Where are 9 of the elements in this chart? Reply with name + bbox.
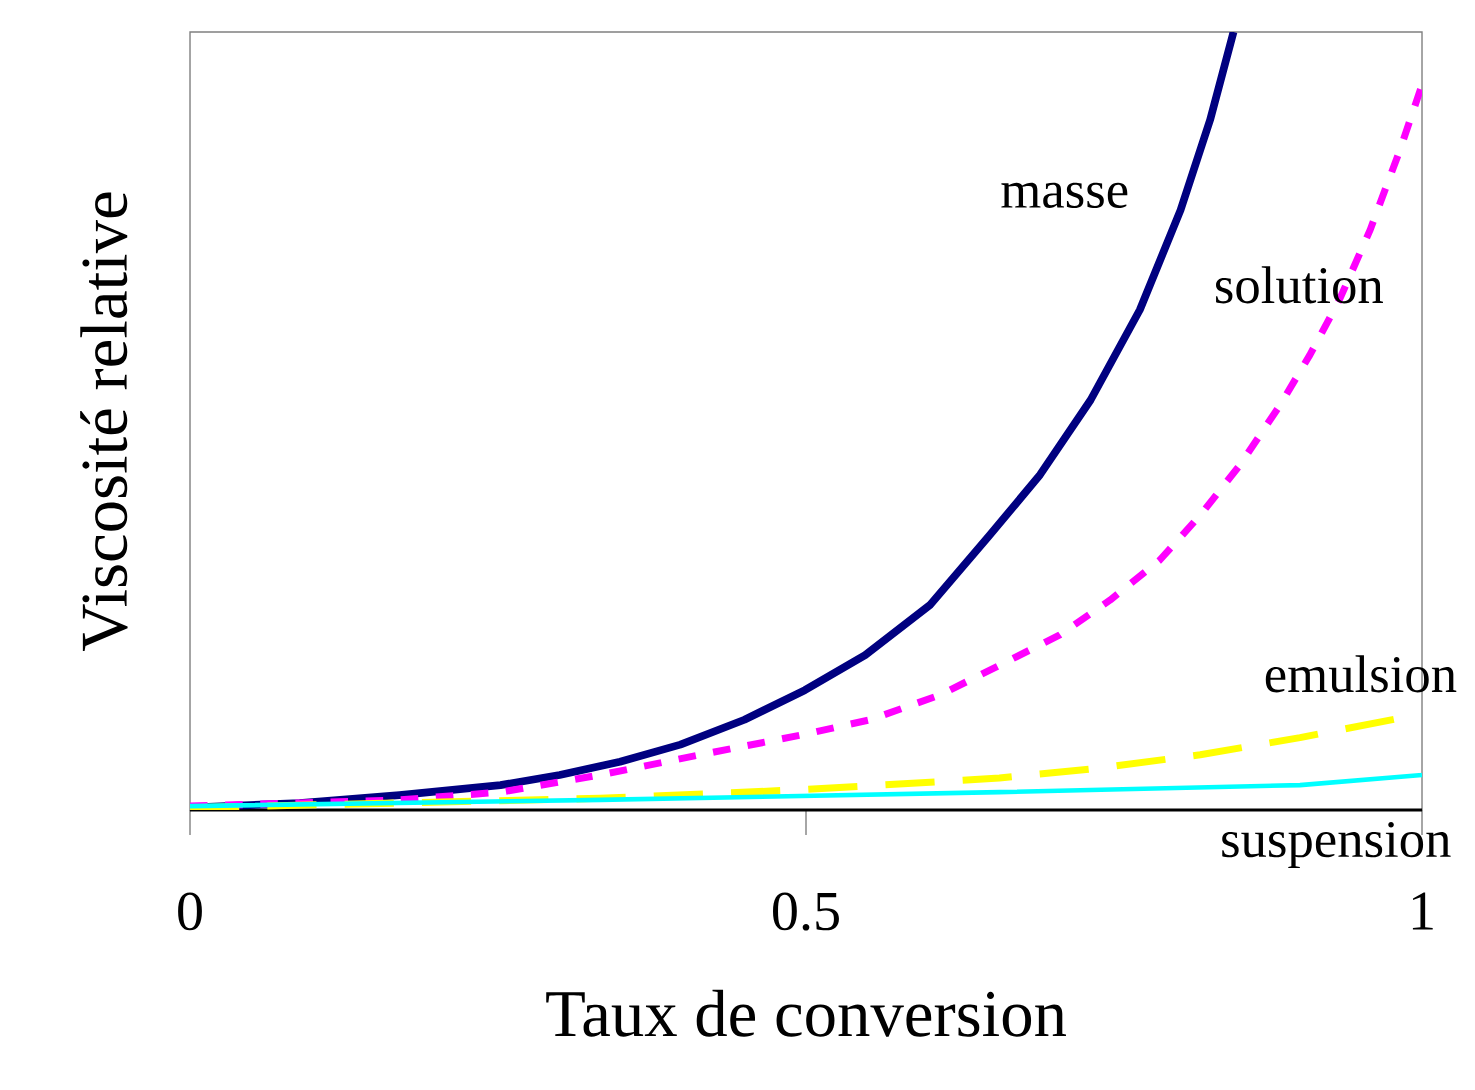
series-label: solution (1216, 266, 1383, 304)
x-tick-label: 0 (178, 892, 202, 931)
series-label: suspension (1222, 821, 1451, 869)
x-tick-label: 0.5 (773, 892, 839, 931)
x-tick-label: 1 (1412, 892, 1433, 930)
series-label: emulsion (1265, 655, 1457, 693)
series-label: masse (1001, 182, 1128, 209)
y-axis-title: Viscosité relative (80, 192, 128, 651)
x-axis-title: Taux de conversion (546, 989, 1066, 1037)
